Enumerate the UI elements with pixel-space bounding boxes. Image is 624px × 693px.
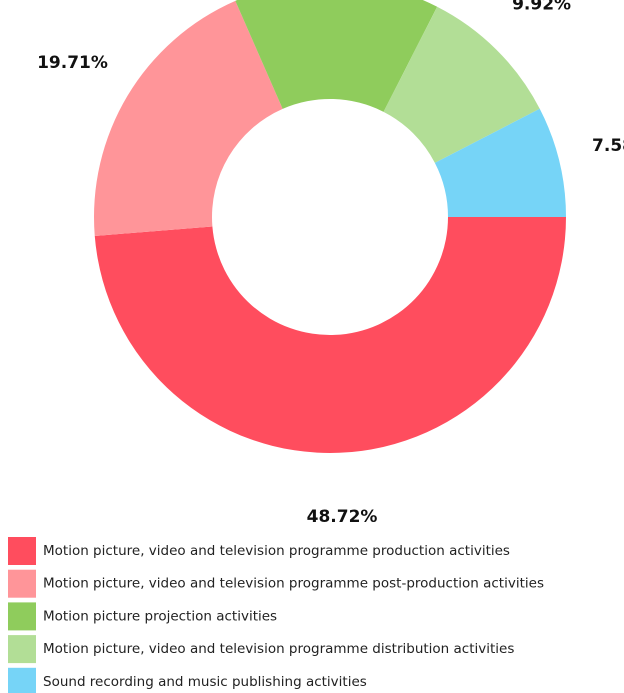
data-label: 7.58%	[592, 136, 624, 156]
donut-slice	[94, 0, 283, 236]
data-label: 48.72%	[307, 507, 378, 527]
data-label: 9.92%	[512, 0, 571, 14]
legend-label: Motion picture, video and television pro…	[43, 641, 514, 657]
donut-slice	[235, 0, 438, 112]
donut-slice	[383, 6, 540, 163]
legend-swatch	[8, 635, 36, 664]
data-label: 19.71%	[37, 53, 108, 73]
legend-swatch	[8, 537, 36, 565]
legend-swatch	[8, 667, 36, 693]
legend-label: Motion picture, video and television pro…	[43, 543, 510, 559]
donut-slice	[434, 108, 566, 217]
legend-label: Motion picture projection activities	[43, 608, 277, 624]
legend-label: Sound recording and music publishing act…	[43, 674, 367, 690]
legend-label: Motion picture, video and television pro…	[43, 576, 544, 592]
legend-swatch	[8, 569, 36, 598]
donut-slice	[94, 217, 567, 454]
legend-swatch	[8, 602, 36, 631]
